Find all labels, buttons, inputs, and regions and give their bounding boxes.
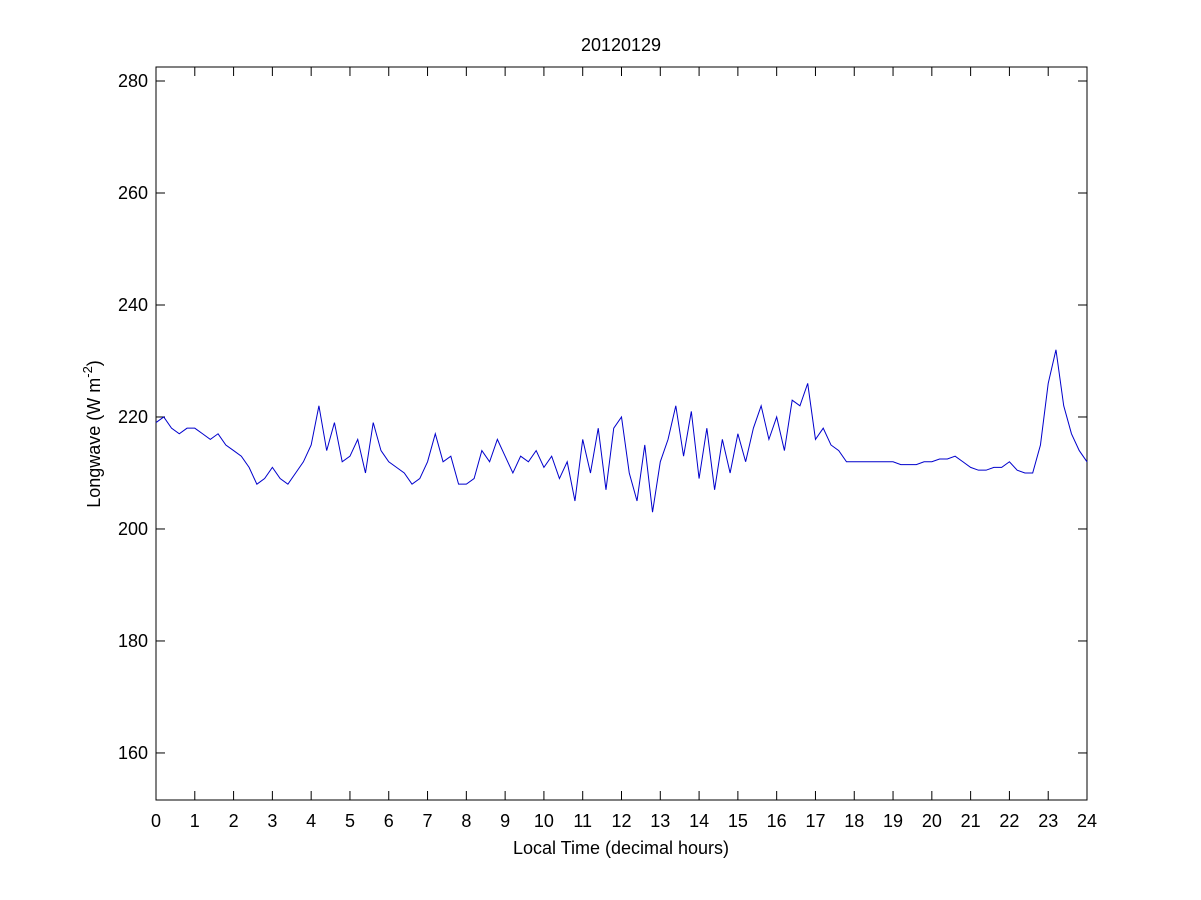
x-tick-label: 17 <box>805 811 825 831</box>
y-tick-label: 220 <box>118 407 148 427</box>
x-tick-label: 9 <box>500 811 510 831</box>
x-tick-label: 15 <box>728 811 748 831</box>
y-tick-label: 240 <box>118 295 148 315</box>
y-axis-label-text: Longwave (W m <box>84 378 104 508</box>
x-tick-label: 5 <box>345 811 355 831</box>
x-tick-label: 16 <box>767 811 787 831</box>
x-tick-label: 18 <box>844 811 864 831</box>
x-tick-label: 4 <box>306 811 316 831</box>
y-axis-label-suffix: ) <box>84 360 104 366</box>
x-tick-label: 1 <box>190 811 200 831</box>
y-tick-label: 180 <box>118 631 148 651</box>
y-tick-label: 280 <box>118 71 148 91</box>
y-axis-label-sup: -2 <box>80 366 95 378</box>
y-tick-label: 160 <box>118 743 148 763</box>
x-tick-label: 2 <box>229 811 239 831</box>
x-tick-label: 11 <box>573 811 592 831</box>
x-tick-label: 21 <box>961 811 981 831</box>
x-tick-label: 22 <box>999 811 1019 831</box>
x-tick-label: 24 <box>1077 811 1097 831</box>
x-tick-label: 0 <box>151 811 161 831</box>
x-tick-label: 3 <box>267 811 277 831</box>
x-tick-label: 7 <box>423 811 433 831</box>
x-tick-label: 10 <box>534 811 554 831</box>
x-tick-label: 12 <box>611 811 631 831</box>
chart-title: 20120129 <box>581 35 661 55</box>
x-tick-label: 20 <box>922 811 942 831</box>
x-tick-label: 23 <box>1038 811 1058 831</box>
x-tick-label: 14 <box>689 811 709 831</box>
y-tick-label: 260 <box>118 183 148 203</box>
y-tick-label: 200 <box>118 519 148 539</box>
y-axis-label: Longwave (W m-2) <box>80 360 104 508</box>
x-tick-label: 8 <box>461 811 471 831</box>
x-tick-label: 6 <box>384 811 394 831</box>
x-axis-label: Local Time (decimal hours) <box>513 838 729 858</box>
data-line <box>155 349 1088 513</box>
x-tick-label: 13 <box>650 811 670 831</box>
x-tick-label: 19 <box>883 811 903 831</box>
